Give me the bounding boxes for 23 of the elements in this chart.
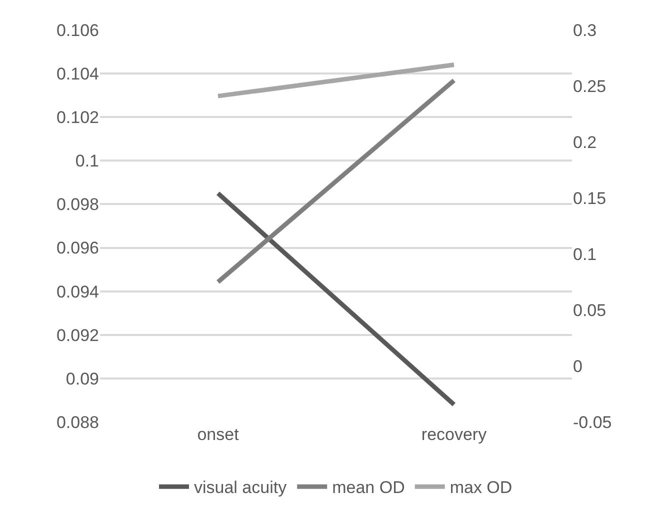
x-tick-label: recovery: [421, 425, 488, 444]
legend-label: mean OD: [332, 478, 405, 498]
legend-label: visual acuity: [194, 478, 288, 498]
y2-tick-label: 0.05: [573, 300, 606, 320]
y-tick-label: 0.088: [56, 412, 99, 432]
y2-tick-label: 0.25: [573, 76, 606, 96]
y2-tick-label: 0: [573, 356, 582, 376]
y-tick-label: 0.106: [56, 20, 99, 40]
y-tick-label: 0.092: [56, 326, 99, 345]
y-tick-label: 0.09: [66, 369, 99, 388]
y2-tick-label: 0.2: [573, 132, 597, 152]
y2-tick-label: 0.3: [573, 20, 597, 40]
y-tick-label: 0.096: [56, 238, 99, 258]
y-tick-label: 0.1: [75, 152, 99, 171]
x-tick-label: onset: [197, 425, 240, 444]
y-tick-label: 0.094: [56, 282, 99, 302]
y2-tick-label: 0.15: [573, 188, 606, 208]
y-tick-label: 0.102: [56, 108, 99, 128]
y2-tick-label: 0.1: [573, 244, 597, 264]
legend-label: max OD: [450, 478, 512, 498]
y2-tick-label: -0.05: [573, 412, 612, 432]
y-tick-label: 0.104: [56, 64, 99, 84]
y-tick-label: 0.098: [56, 195, 99, 214]
